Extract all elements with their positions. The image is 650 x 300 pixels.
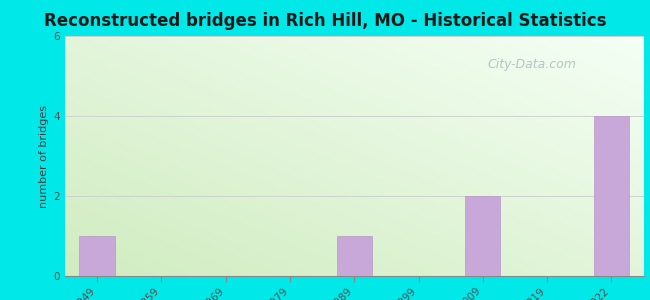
Bar <box>79 236 115 276</box>
Text: City-Data.com: City-Data.com <box>488 58 576 71</box>
Bar <box>337 236 372 276</box>
Bar <box>593 116 629 276</box>
Y-axis label: number of bridges: number of bridges <box>40 104 49 208</box>
Bar <box>465 196 500 276</box>
Text: Reconstructed bridges in Rich Hill, MO - Historical Statistics: Reconstructed bridges in Rich Hill, MO -… <box>44 12 606 30</box>
